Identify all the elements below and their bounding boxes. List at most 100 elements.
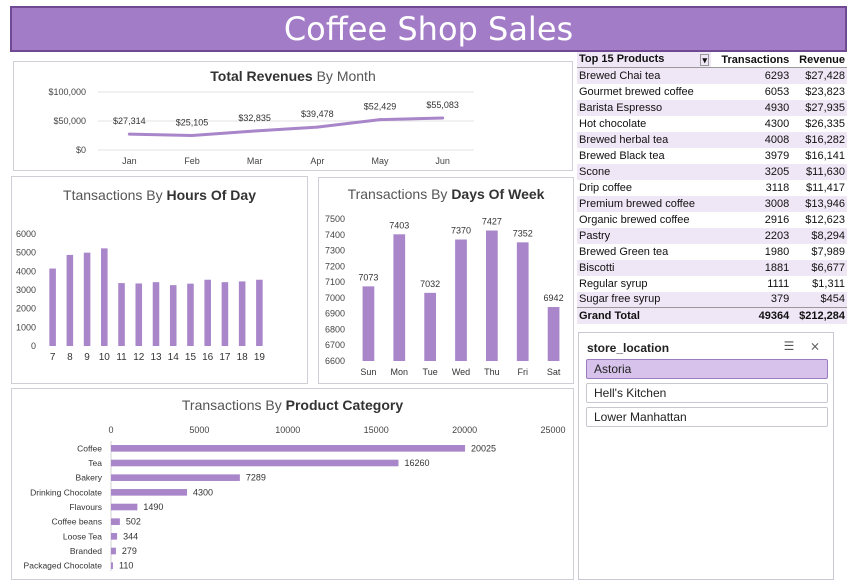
x-tick-label: Sun [360, 367, 376, 377]
bar [169, 285, 177, 346]
slicer-item[interactable]: Hell's Kitchen [586, 383, 828, 403]
category-chart: 0 5000 10000 15000 20000 25000 Coffee 20025 Tea 1… [24, 425, 566, 571]
slicer-item[interactable]: Astoria [586, 359, 828, 379]
pivot-row: Brewed Green tea 1980 $7,989 [577, 244, 847, 260]
data-label: $27,314 [113, 116, 146, 126]
y-tick-label: Branded [70, 546, 102, 556]
x-tick-label: 16 [202, 352, 214, 363]
product-name-cell: Biscotti [577, 259, 711, 276]
pivot-row: Brewed herbal tea 4008 $16,282 [577, 131, 847, 148]
store-location-slicer: store_location ☰ ⨯ Astoria Hell's Kitchen… [578, 332, 834, 580]
transactions-cell: 3205 [711, 163, 792, 180]
bar [393, 234, 406, 361]
category-chart-panel[interactable]: Transactions By Product Category 0 5000 10… [11, 388, 574, 580]
x-tick-label: 5000 [189, 425, 209, 435]
pivot-row: Biscotti 1881 $6,677 [577, 259, 847, 276]
product-name-cell: Drip coffee [579, 181, 632, 194]
bar [152, 282, 160, 346]
x-tick-label: 15 [185, 352, 197, 363]
bar [111, 503, 138, 511]
clear-filter-icon[interactable]: ⨯ [809, 339, 821, 353]
x-tick-label: 17 [219, 352, 231, 363]
product-name-cell: Brewed Green tea [579, 245, 669, 258]
product-name-cell: Barista Espresso [577, 99, 711, 116]
bar [238, 281, 246, 346]
y-tick-label: 7200 [325, 261, 345, 271]
bar [111, 547, 116, 555]
x-tick-label: Jun [435, 156, 450, 166]
y-tick-label: 6000 [16, 229, 36, 239]
product-name-cell: Brewed Black tea [579, 149, 665, 162]
bar [66, 254, 74, 346]
revenue-chart: $100,000 $50,000 $0 $27,314 Jan $25,105 Feb $32… [48, 87, 474, 166]
y-tick-label: 7000 [325, 293, 345, 303]
data-point [315, 125, 319, 129]
data-label: 344 [123, 531, 138, 541]
pivot-header-transactions: Transactions [711, 52, 792, 68]
slicer-title: store_location [587, 341, 670, 355]
x-tick-label: 0 [108, 425, 113, 435]
data-label: 6942 [544, 293, 564, 303]
data-label: $39,478 [301, 109, 334, 119]
pivot-row: Premium brewed coffee 3008 $13,946 [577, 195, 847, 212]
x-tick-label: 10000 [275, 425, 300, 435]
x-tick-label: 12 [133, 352, 145, 363]
product-name-cell: Pastry [577, 227, 711, 244]
y-tick-label: $100,000 [48, 87, 86, 97]
x-tick-label: Thu [484, 367, 500, 377]
dashboard-title: Coffee Shop Sales [10, 6, 847, 52]
transactions-cell: 6293 [711, 67, 792, 84]
bar [111, 562, 113, 569]
bar [111, 474, 240, 481]
hours-chart-panel[interactable]: Ttansactions By Hours Of Day 6000 5000 400… [11, 176, 308, 384]
y-tick-label: Drinking Chocolate [30, 487, 102, 497]
data-point [378, 118, 382, 122]
pivot-row: Pastry 2203 $8,294 [577, 227, 847, 244]
bar [547, 307, 560, 361]
product-name-cell: Sugar free syrup [577, 291, 711, 308]
x-tick-label: May [371, 156, 389, 166]
x-tick-label: Sat [547, 367, 561, 377]
product-name-cell: Organic brewed coffee [579, 213, 690, 226]
y-tick-label: 6900 [325, 309, 345, 319]
x-tick-label: 8 [67, 352, 73, 363]
pivot-row: Brewed Black tea 3979 $16,141 [577, 148, 847, 164]
data-label: 7032 [420, 279, 440, 289]
top-products-pivot: Top 15 Products ▾ Transactions Revenue B… [577, 52, 847, 324]
data-point [441, 116, 445, 120]
data-label: 7427 [482, 217, 502, 227]
grand-total-cell: Grand Total [577, 307, 711, 324]
bar [111, 489, 188, 496]
bar [485, 230, 498, 361]
data-label: 4300 [193, 487, 213, 497]
pivot-header-row: Top 15 Products ▾ Transactions Revenue [577, 52, 847, 68]
filter-dropdown-icon[interactable]: ▾ [700, 54, 709, 66]
y-tick-label: 3000 [16, 285, 36, 295]
transactions-cell: 3979 [764, 149, 790, 162]
pivot-row: Barista Espresso 4930 $27,935 [577, 99, 847, 116]
x-tick-label: 11 [116, 352, 127, 363]
y-tick-label: 7500 [325, 214, 345, 224]
transactions-cell: 1980 [764, 245, 790, 258]
grand-total-cell: $212,284 [791, 307, 847, 324]
bar [455, 239, 467, 361]
data-label: $52,429 [364, 102, 397, 112]
x-tick-label: 7 [50, 352, 56, 363]
revenue-chart-panel[interactable]: Total Revenues By Month $100,000 $50,000 $… [13, 61, 573, 171]
data-label: 7073 [358, 272, 378, 282]
slicer-item[interactable]: Lower Manhattan [586, 407, 828, 427]
y-tick-label: Packaged Chocolate [24, 561, 103, 571]
pivot-row: Regular syrup 1111 $1,311 [577, 276, 847, 292]
days-chart-panel[interactable]: Transactions By Days Of Week 7500 7400 730… [318, 177, 574, 384]
multi-select-icon[interactable]: ☰ [783, 339, 795, 353]
bar [111, 533, 118, 540]
product-name-cell: Brewed herbal tea [577, 131, 711, 148]
transactions-cell: 4930 [711, 99, 792, 116]
data-label: 7403 [389, 220, 409, 230]
revenue-cell: $6,677 [791, 259, 847, 276]
pivot-header-product[interactable]: Top 15 Products ▾ [577, 52, 711, 68]
y-tick-label: 1000 [16, 322, 36, 332]
data-label: $55,083 [426, 100, 459, 110]
bar [49, 268, 56, 346]
data-label: 16260 [404, 458, 429, 468]
